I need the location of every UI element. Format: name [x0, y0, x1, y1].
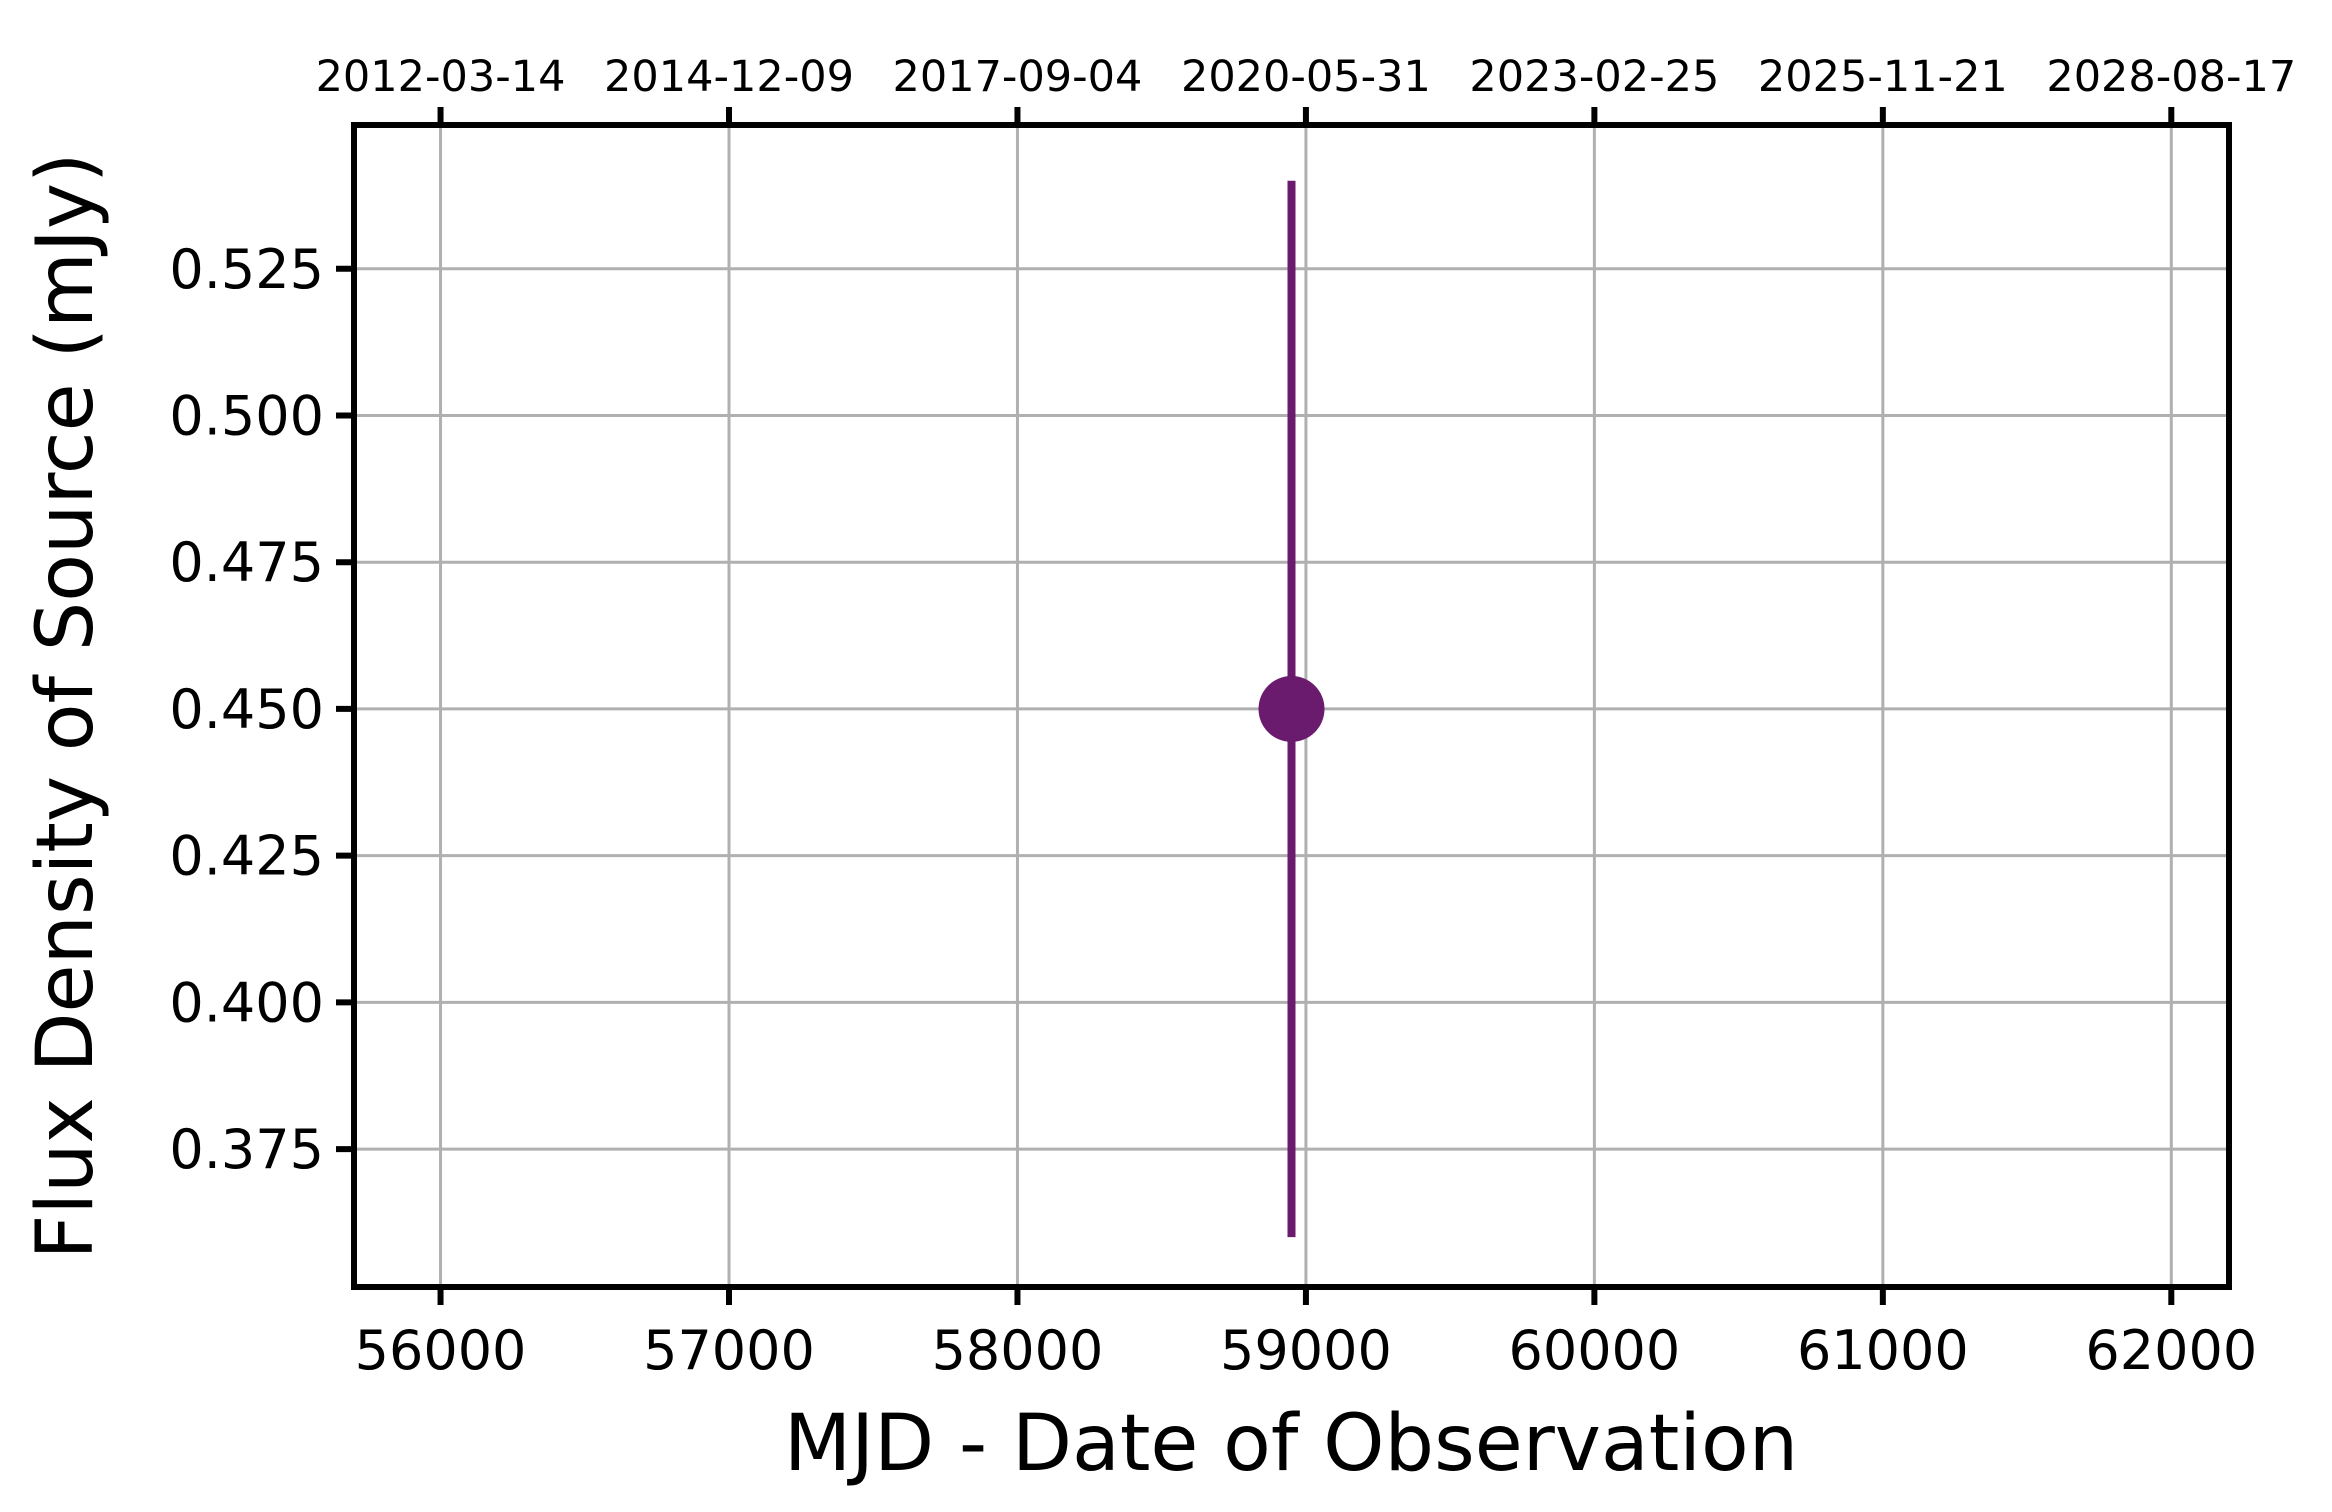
top-date-label: 2017-09-04 [893, 52, 1143, 102]
x-tick-label: 61000 [1797, 1319, 1969, 1382]
x-axis-title: MJD - Date of Observation [784, 1399, 1798, 1489]
x-tick-label: 59000 [1220, 1319, 1392, 1382]
top-date-label: 2023-02-25 [1469, 52, 1719, 102]
x-tick-label: 60000 [1508, 1319, 1680, 1382]
x-tick-label: 58000 [932, 1319, 1104, 1382]
y-tick-label: 0.500 [169, 385, 324, 448]
axis-ticks: 56000 57000 58000 59000 60000 61000 62000 0.375… [169, 52, 2296, 1382]
top-date-label: 2028-08-17 [2046, 52, 2296, 102]
y-axis-title: Flux Density of Source (mJy) [21, 153, 111, 1260]
y-tick-label: 0.450 [169, 678, 324, 741]
y-tick-label: 0.525 [169, 238, 324, 301]
data-point [1258, 675, 1325, 742]
x-tick-label: 62000 [2085, 1319, 2257, 1382]
top-date-label: 2014-12-09 [604, 52, 854, 102]
y-tick-label: 0.400 [169, 971, 324, 1034]
top-date-label: 2012-03-14 [316, 52, 566, 102]
x-tick-label: 56000 [355, 1319, 527, 1382]
top-date-label: 2025-11-21 [1758, 52, 2008, 102]
top-date-label: 2020-05-31 [1181, 52, 1431, 102]
data-layer [1258, 180, 1325, 1238]
y-tick-label: 0.475 [169, 531, 324, 594]
y-tick-label: 0.425 [169, 825, 324, 888]
y-tick-label: 0.375 [169, 1118, 324, 1181]
x-tick-label: 57000 [643, 1319, 815, 1382]
